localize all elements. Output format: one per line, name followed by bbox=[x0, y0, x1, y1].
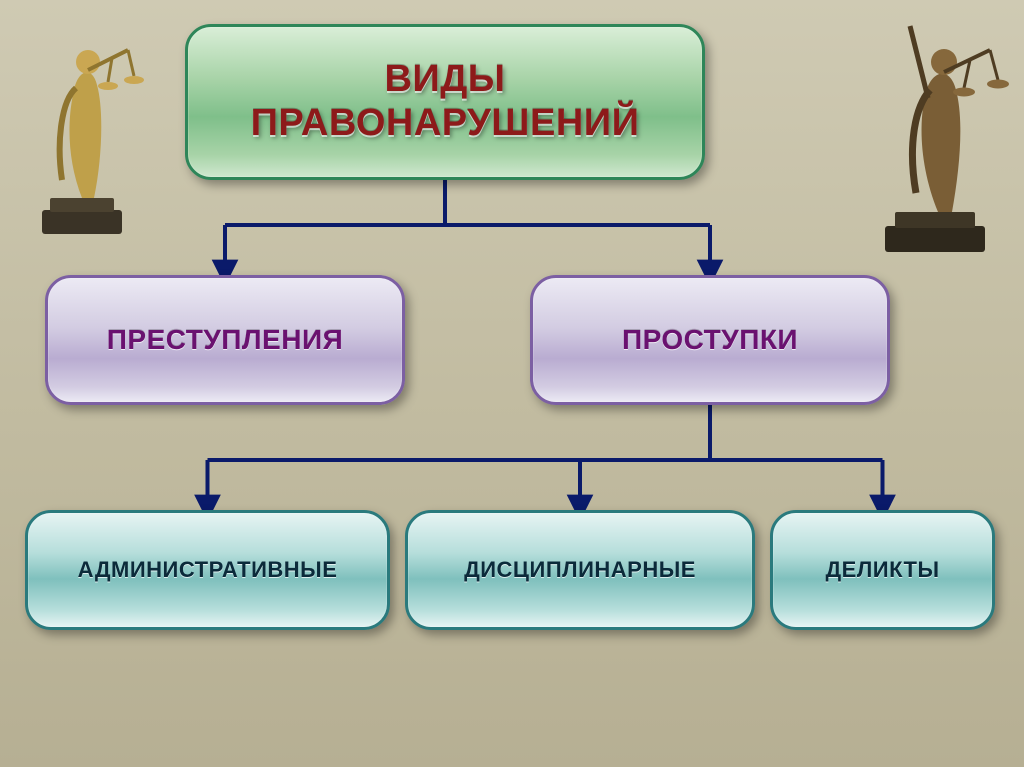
justice-statue-right-icon bbox=[850, 8, 1020, 258]
leaf-node-administrative: АДМИНИСТРАТИВНЫЕ bbox=[25, 510, 390, 630]
branch-node-label: ПРЕСТУПЛЕНИЯ bbox=[107, 324, 343, 356]
justice-statue-left-icon bbox=[12, 10, 152, 240]
leaf-node-label: ДИСЦИПЛИНАРНЫЕ bbox=[464, 557, 696, 583]
leaf-node-delicts: ДЕЛИКТЫ bbox=[770, 510, 995, 630]
root-node-label: ВИДЫПРАВОНАРУШЕНИЙ bbox=[251, 58, 640, 145]
leaf-node-label: АДМИНИСТРАТИВНЫЕ bbox=[78, 557, 338, 583]
slide-canvas: ВИДЫПРАВОНАРУШЕНИЙ ПРЕСТУПЛЕНИЯ ПРОСТУПК… bbox=[0, 0, 1024, 767]
root-node: ВИДЫПРАВОНАРУШЕНИЙ bbox=[185, 24, 705, 180]
branch-node-label: ПРОСТУПКИ bbox=[622, 324, 798, 356]
leaf-node-disciplinary: ДИСЦИПЛИНАРНЫЕ bbox=[405, 510, 755, 630]
leaf-node-label: ДЕЛИКТЫ bbox=[825, 557, 939, 583]
branch-node-crimes: ПРЕСТУПЛЕНИЯ bbox=[45, 275, 405, 405]
branch-node-misdemeanors: ПРОСТУПКИ bbox=[530, 275, 890, 405]
